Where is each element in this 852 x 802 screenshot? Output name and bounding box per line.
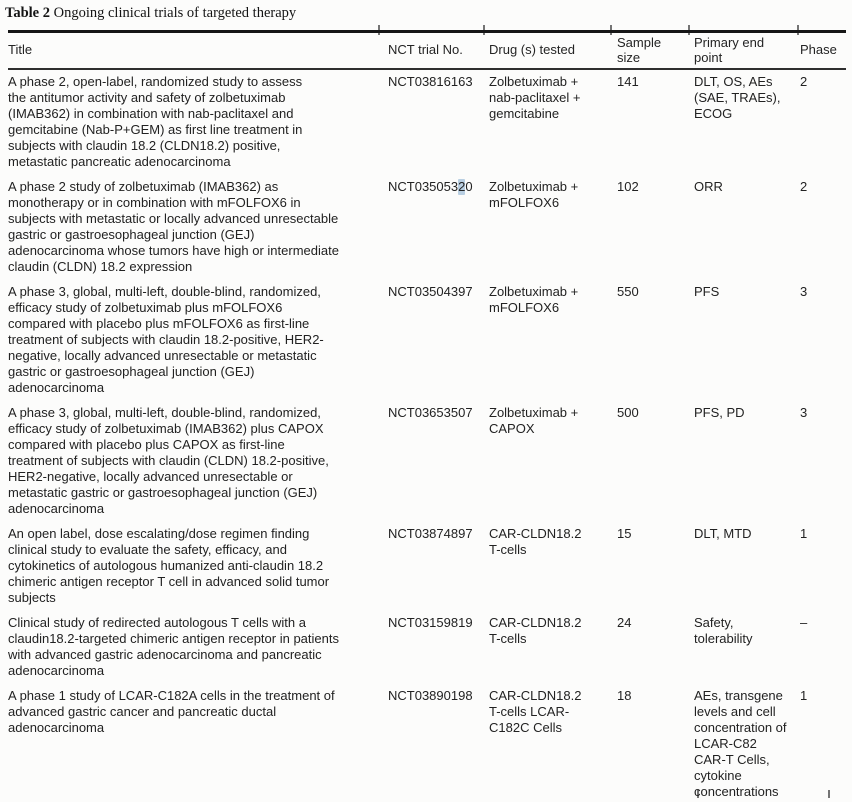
table-caption-number: Table 2: [5, 5, 50, 21]
table-row: A phase 2 study of zolbetuximab (IMAB362…: [8, 175, 846, 280]
trial-title: A phase 3, global, multi-left, double-bl…: [8, 284, 324, 395]
drugs-tested: CAR-CLDN18.2 T-cells: [489, 615, 582, 646]
drugs-tested: Zolbetuximab + mFOLFOX6: [489, 284, 579, 315]
sample-size: 18: [617, 688, 632, 703]
phase: 1: [800, 688, 808, 703]
primary-endpoint: Safety, tolerability: [694, 615, 753, 646]
column-header-title: Title: [8, 31, 388, 70]
table-row: A phase 2, open-label, randomized study …: [8, 69, 846, 175]
phase: 3: [800, 405, 808, 420]
trial-title: A phase 2, open-label, randomized study …: [8, 74, 303, 169]
primary-endpoint: PFS: [694, 284, 720, 299]
drugs-tested: Zolbetuximab + nab-paclitaxel + gemcitab…: [489, 74, 581, 121]
column-header-nct: NCT trial No.: [388, 31, 489, 70]
primary-endpoint: DLT, OS, AEs (SAE, TRAEs), ECOG: [694, 74, 781, 121]
phase: 3: [800, 284, 808, 299]
column-header-sample-size: Sample size: [617, 31, 694, 70]
drugs-tested: CAR-CLDN18.2 T-cells LCAR- C182C Cells: [489, 688, 582, 735]
clinical-trials-table: Title NCT trial No. Drug (s) tested Samp…: [8, 30, 846, 802]
drugs-tested: Zolbetuximab + mFOLFOX6: [489, 179, 579, 210]
nct-number: NCT03159819: [388, 615, 473, 630]
table-row: An open label, dose escalating/dose regi…: [8, 522, 846, 611]
trial-title: An open label, dose escalating/dose regi…: [8, 526, 330, 605]
table-caption: Table 2 Ongoing clinical trials of targe…: [5, 5, 296, 22]
drugs-tested: CAR-CLDN18.2 T-cells: [489, 526, 582, 557]
table-row: A phase 1 study of LCAR-C182A cells in t…: [8, 684, 846, 802]
trial-title: Clinical study of redirected autologous …: [8, 615, 339, 678]
column-header-phase: Phase: [800, 31, 846, 70]
phase: 2: [800, 74, 808, 89]
sample-size: 15: [617, 526, 632, 541]
column-tick: [697, 790, 699, 798]
sample-size: 24: [617, 615, 632, 630]
phase: –: [800, 615, 808, 630]
table-row: Clinical study of redirected autologous …: [8, 611, 846, 684]
trial-title: A phase 3, global, multi-left, double-bl…: [8, 405, 329, 516]
sample-size: 550: [617, 284, 639, 299]
nct-number: NCT03890198: [388, 688, 473, 703]
table-row: A phase 3, global, multi-left, double-bl…: [8, 280, 846, 401]
sample-size: 102: [617, 179, 639, 194]
nct-number: NCT03874897: [388, 526, 473, 541]
primary-endpoint: PFS, PD: [694, 405, 745, 420]
nct-number: NCT03653507: [388, 405, 473, 420]
primary-endpoint: ORR: [694, 179, 723, 194]
nct-number: NCT03816163: [388, 74, 473, 89]
column-header-drugs: Drug (s) tested: [489, 31, 617, 70]
sample-size: 141: [617, 74, 639, 89]
primary-endpoint: DLT, MTD: [694, 526, 752, 541]
trial-title: A phase 2 study of zolbetuximab (IMAB362…: [8, 179, 339, 274]
nct-number: NCT03505320: [388, 179, 473, 195]
table-row: A phase 3, global, multi-left, double-bl…: [8, 401, 846, 522]
header-row: Title NCT trial No. Drug (s) tested Samp…: [8, 31, 846, 70]
primary-endpoint: AEs, transgene levels and cell concentra…: [694, 688, 787, 799]
trial-title: A phase 1 study of LCAR-C182A cells in t…: [8, 688, 335, 735]
column-header-primary-endpoint: Primary end point: [694, 31, 800, 70]
highlighted-character: 2: [458, 179, 466, 195]
sample-size: 500: [617, 405, 639, 420]
nct-number: NCT03504397: [388, 284, 473, 299]
drugs-tested: Zolbetuximab + CAPOX: [489, 405, 579, 436]
phase: 1: [800, 526, 808, 541]
table-caption-text: Ongoing clinical trials of targeted ther…: [50, 5, 297, 21]
column-tick: [828, 790, 830, 798]
phase: 2: [800, 179, 808, 194]
